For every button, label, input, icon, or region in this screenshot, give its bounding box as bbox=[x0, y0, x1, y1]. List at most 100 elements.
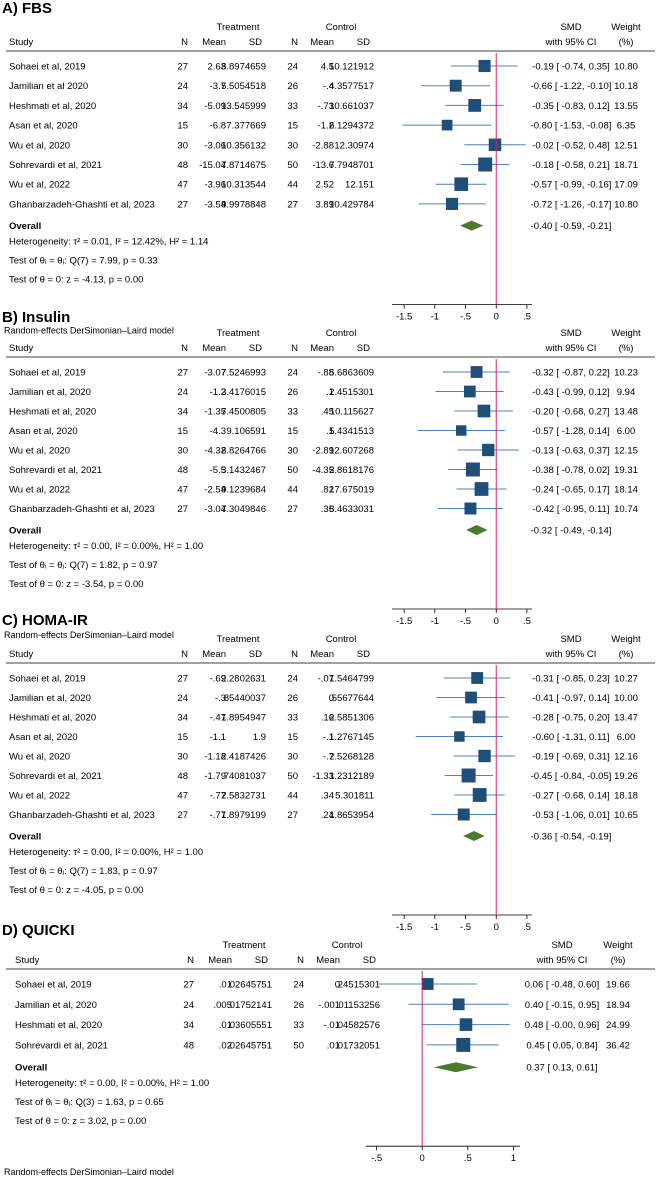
smd-ci-value: 0.45 [ 0.05, 0.84] bbox=[526, 1040, 597, 1051]
overall-diamond bbox=[434, 1062, 478, 1073]
treatment-n-header: N bbox=[181, 343, 188, 354]
treatment-n: 24 bbox=[177, 387, 188, 398]
weight-unit-header: (%) bbox=[619, 37, 634, 48]
control-sd: 10.115627 bbox=[330, 407, 374, 418]
control-mean: .01 bbox=[327, 1040, 340, 1051]
heterogeneity-text: Heterogeneity: τ² = 0.00, I² = 0.00%, H²… bbox=[9, 847, 203, 858]
study-name: Wu et al, 2020 bbox=[9, 446, 70, 457]
treatment-n: 15 bbox=[177, 426, 188, 437]
weight-value: 18.14 bbox=[614, 485, 638, 496]
study-name: Heshmati et al, 2020 bbox=[9, 101, 96, 112]
control-n: 24 bbox=[287, 62, 298, 73]
treatment-sd: 1.8979199 bbox=[221, 810, 266, 821]
x-tick-label: 1 bbox=[511, 1153, 516, 1164]
study-marker bbox=[472, 710, 486, 724]
treatment-sd: 8.8264766 bbox=[221, 446, 266, 457]
treatment-sd-header: SD bbox=[249, 649, 262, 660]
study-name: Asan et al, 2020 bbox=[9, 732, 78, 743]
weight-unit-header: (%) bbox=[619, 343, 634, 354]
treatment-sd: 5.5054518 bbox=[221, 81, 266, 92]
smd-ci-value: -0.57 [ -1.28, 0.14] bbox=[532, 426, 610, 437]
x-tick-label: 0 bbox=[494, 922, 499, 933]
smd-ci-value: -0.45 [ -0.84, -0.05] bbox=[531, 771, 612, 782]
control-mean: -13.6 bbox=[312, 160, 334, 171]
smd-ci-value: -0.38 [ -0.78, 0.02] bbox=[532, 465, 610, 476]
control-n: 33 bbox=[287, 713, 298, 724]
study-marker bbox=[441, 119, 453, 131]
control-sd: .04582576 bbox=[335, 1020, 380, 1031]
homogeneity-test-text: Test of θᵢ = θⱼ: Q(7) = 7.99, p = 0.33 bbox=[9, 256, 158, 267]
treatment-n: 30 bbox=[177, 446, 188, 457]
control-n: 30 bbox=[287, 140, 298, 151]
treatment-mean: -3.07 bbox=[204, 368, 226, 379]
heterogeneity-text: Heterogeneity: τ² = 0.00, I² = 0.00%, H²… bbox=[15, 1078, 209, 1089]
treatment-mean-header: Mean bbox=[202, 343, 226, 354]
smd-ci-value: 0.40 [ -0.15, 0.95] bbox=[525, 1000, 599, 1011]
weight-value: 6.35 bbox=[617, 121, 636, 132]
control-mean: -1.33 bbox=[312, 771, 334, 782]
weight-value: 9.94 bbox=[617, 387, 636, 398]
zero-effect-test-text: Test of θ = 0: z = -4.13, p = 0.00 bbox=[9, 275, 143, 286]
control-sd: .24515301 bbox=[335, 980, 380, 991]
treatment-n: 27 bbox=[177, 504, 188, 515]
treatment-sd: 1.9 bbox=[253, 732, 266, 743]
control-n: 50 bbox=[287, 771, 298, 782]
overall-ci-value: -0.32 [ -0.49, -0.14] bbox=[531, 526, 612, 537]
control-n-header: N bbox=[291, 343, 298, 354]
study-name: Wu et al, 2022 bbox=[9, 791, 70, 802]
control-n: 33 bbox=[293, 1020, 304, 1031]
control-mean: 3.89 bbox=[316, 199, 335, 210]
zero-effect-test-text: Test of θ = 0: z = -3.54, p = 0.00 bbox=[9, 579, 143, 590]
overall-diamond bbox=[466, 525, 488, 535]
smd-ci-value: -0.53 [ -1.06, 0.01] bbox=[532, 810, 610, 821]
weight-value: 36.42 bbox=[606, 1040, 630, 1051]
smd-ci-value: 0.06 [ -0.48, 0.60] bbox=[525, 980, 599, 991]
control-n: 33 bbox=[287, 407, 298, 418]
study-header: Study bbox=[15, 955, 40, 966]
control-mean: .35 bbox=[321, 504, 334, 515]
study-marker bbox=[471, 672, 484, 684]
study-marker bbox=[470, 366, 483, 378]
treatment-n: 24 bbox=[177, 693, 188, 704]
heterogeneity-text: Heterogeneity: τ² = 0.01, I² = 12.42%, H… bbox=[9, 237, 208, 248]
weight-unit-header: (%) bbox=[611, 955, 626, 966]
weight-unit-header: (%) bbox=[619, 649, 634, 660]
weight-header: Weight bbox=[611, 634, 641, 645]
study-name: Wu et al, 2020 bbox=[9, 752, 70, 763]
treatment-mean: .005 bbox=[214, 1000, 233, 1011]
treatment-sd: .01752141 bbox=[227, 1000, 272, 1011]
treatment-n: 47 bbox=[177, 791, 188, 802]
homogeneity-test-text: Test of θᵢ = θⱼ: Q(3) = 1.63, p = 0.65 bbox=[15, 1097, 164, 1108]
overall-label: Overall bbox=[9, 221, 41, 232]
study-name: Ghanbarzadeh-Ghashti et al, 2023 bbox=[9, 199, 155, 210]
overall-label: Overall bbox=[9, 832, 41, 843]
treatment-mean: -.3 bbox=[215, 693, 226, 704]
treatment-mean: -3.7 bbox=[210, 81, 226, 92]
panel-title: C) HOMA-IR bbox=[2, 612, 88, 629]
control-sd: .55677644 bbox=[329, 693, 374, 704]
panel-title: B) Insulin bbox=[2, 309, 70, 326]
model-footnote: Random-effects DerSimonian–Laird model bbox=[4, 630, 174, 640]
treatment-sd: 3.4176015 bbox=[221, 387, 266, 398]
control-mean: -2.89 bbox=[312, 446, 334, 457]
treatment-n: 27 bbox=[183, 980, 194, 991]
control-sd: 10.121912 bbox=[329, 62, 374, 73]
treatment-mean: -5.09 bbox=[204, 101, 226, 112]
smd-ci-value: -0.32 [ -0.87, 0.22] bbox=[532, 368, 610, 379]
treatment-n: 24 bbox=[177, 81, 188, 92]
treatment-mean: -3.04 bbox=[204, 504, 226, 515]
treatment-sd: 13.545999 bbox=[221, 101, 266, 112]
smd-ci-value: -0.35 [ -0.83, 0.12] bbox=[532, 101, 610, 112]
treatment-n: 27 bbox=[177, 674, 188, 685]
control-n: 44 bbox=[287, 180, 298, 191]
treatment-sd-header: SD bbox=[255, 955, 268, 966]
control-sd: 8.4633031 bbox=[329, 504, 374, 515]
treatment-sd: 1.8954947 bbox=[221, 713, 266, 724]
treatment-sd: 8.8974659 bbox=[221, 62, 266, 73]
weight-value: 10.65 bbox=[614, 810, 638, 821]
control-sd: 1.2767145 bbox=[329, 732, 374, 743]
control-mean: .1 bbox=[326, 387, 334, 398]
treatment-mean: -1.79 bbox=[204, 771, 226, 782]
control-sd: 10.429784 bbox=[329, 199, 374, 210]
overall-ci-value: -0.36 [ -0.54, -0.19] bbox=[531, 832, 612, 843]
